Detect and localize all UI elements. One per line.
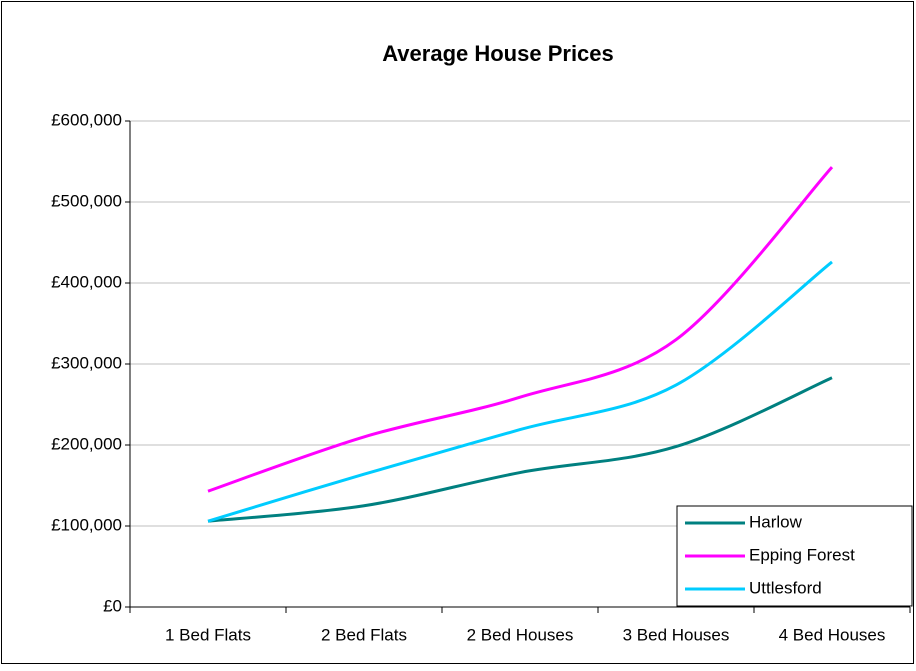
y-tick-label: £200,000 (51, 434, 122, 453)
y-tick-label: £0 (103, 596, 122, 615)
legend-label: Uttlesford (749, 578, 822, 597)
y-tick-label: £500,000 (51, 191, 122, 210)
legend-label: Epping Forest (749, 545, 855, 564)
x-tick-label: 1 Bed Flats (165, 625, 251, 644)
y-tick-label: £400,000 (51, 272, 122, 291)
x-tick-label: 4 Bed Houses (779, 625, 886, 644)
series-line (207, 260, 833, 523)
y-tick-label: £600,000 (51, 110, 122, 129)
chart-title: Average House Prices (382, 41, 614, 66)
x-tick-label: 2 Bed Houses (467, 625, 574, 644)
series-line (207, 376, 833, 523)
x-tick-label: 2 Bed Flats (321, 625, 407, 644)
y-tick-label: £300,000 (51, 353, 122, 372)
legend-label: Harlow (749, 512, 803, 531)
x-tick-label: 3 Bed Houses (623, 625, 730, 644)
series-line (207, 166, 834, 493)
y-tick-label: £100,000 (51, 515, 122, 534)
